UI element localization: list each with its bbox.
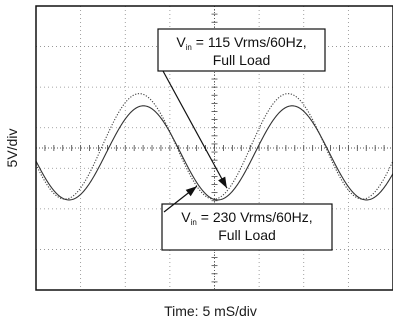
x-axis-label: Time: 5 mS/div [164,303,257,319]
callout-v: V [181,209,191,225]
callout-box [161,203,333,251]
plot-frame [35,5,393,291]
callout-box [157,28,326,72]
series-line-2 [35,105,393,201]
callout-line-1: Vin = 230 Vrms/60Hz, [181,209,312,227]
callout-v: V [176,34,186,50]
waveforms [35,93,393,201]
callout-line-2: Full Load [213,52,271,68]
callout-line-2: Full Load [218,227,276,243]
callout-rest: = 230 Vrms/60Hz, [197,209,313,225]
y-axis-label: 5V/div [4,129,20,168]
callout-arrow-line [162,70,228,189]
callout-subscript: in [186,43,192,52]
callout-rest: = 115 Vrms/60Hz, [192,34,307,50]
callout-arrowhead [218,176,227,189]
callout-arrowhead [185,186,197,197]
annotation-callout-1: Vin = 115 Vrms/60Hz,Full Load [157,28,326,189]
annotation-callout-2: Vin = 230 Vrms/60Hz,Full Load [161,185,333,251]
callout-line-1: Vin = 115 Vrms/60Hz, [176,34,306,52]
callout-subscript: in [191,218,197,227]
